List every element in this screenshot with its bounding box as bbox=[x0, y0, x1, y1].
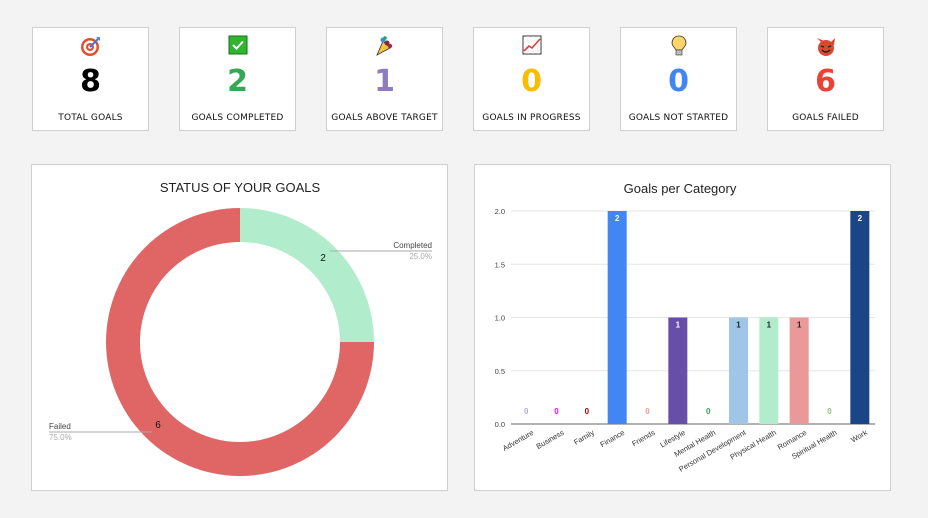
stat-label: TOTAL GOALS bbox=[58, 113, 123, 123]
status-chart-panel: STATUS OF YOUR GOALS 2 6 Completed 25.0%… bbox=[31, 164, 448, 491]
stat-card-goals-not-started: 0 GOALS NOT STARTED bbox=[620, 27, 737, 131]
bar-value-label: 2 bbox=[615, 214, 620, 223]
completed-legend-pct: 25.0% bbox=[409, 252, 432, 261]
y-tick-label: 2.0 bbox=[495, 207, 505, 216]
x-tick-label: Adventure bbox=[501, 428, 535, 453]
completed-value: 2 bbox=[320, 253, 326, 264]
completed-slice[interactable] bbox=[240, 208, 374, 342]
stat-value: 0 bbox=[668, 64, 689, 99]
bar-work[interactable] bbox=[850, 211, 870, 424]
x-tick-label: Work bbox=[849, 428, 869, 445]
target-icon bbox=[33, 35, 148, 57]
stat-value: 0 bbox=[521, 64, 542, 99]
bar-lifestyle[interactable] bbox=[668, 317, 688, 425]
light-bulb-icon bbox=[621, 35, 736, 57]
stat-card-goals-above-target: 1 GOALS ABOVE TARGET bbox=[326, 27, 443, 131]
stat-card-goals-in-progress: 0 GOALS IN PROGRESS bbox=[473, 27, 590, 131]
bar-value-label: 1 bbox=[676, 321, 681, 330]
stat-value: 6 bbox=[815, 64, 836, 99]
y-tick-label: 1.0 bbox=[495, 314, 505, 323]
stat-label: GOALS ABOVE TARGET bbox=[331, 113, 438, 123]
bar-value-label: 0 bbox=[524, 407, 529, 416]
bar-value-label: 0 bbox=[554, 407, 559, 416]
category-chart-title: Goals per Category bbox=[624, 181, 737, 196]
bar-romance[interactable] bbox=[789, 317, 809, 425]
bar-physical-health[interactable] bbox=[759, 317, 779, 425]
category-chart-panel: Goals per Category 0.0 0.5 1.0 1.5 2.0 0 Adven… bbox=[474, 164, 891, 491]
bar-value-label: 1 bbox=[736, 321, 741, 330]
x-tick-label: Family bbox=[572, 428, 596, 447]
bar-finance[interactable] bbox=[607, 211, 627, 424]
check-mark-icon bbox=[180, 35, 295, 57]
bar-value-label: 0 bbox=[706, 407, 711, 416]
stat-card-goals-failed: 6 GOALS FAILED bbox=[767, 27, 884, 131]
stat-label: GOALS NOT STARTED bbox=[628, 113, 729, 123]
y-tick-label: 1.5 bbox=[495, 260, 505, 269]
y-tick-label: 0.0 bbox=[495, 420, 505, 429]
party-popper-icon bbox=[327, 35, 442, 57]
bar-value-label: 0 bbox=[827, 407, 832, 416]
status-donut-chart: STATUS OF YOUR GOALS 2 6 Completed 25.0%… bbox=[49, 180, 432, 476]
chart-increasing-icon bbox=[474, 35, 589, 57]
stat-card-total-goals: 8 TOTAL GOALS bbox=[32, 27, 149, 131]
bar-value-label: 1 bbox=[767, 321, 772, 330]
stat-value: 1 bbox=[374, 64, 395, 99]
stat-label: GOALS FAILED bbox=[792, 113, 859, 123]
x-tick-label: Friends bbox=[630, 428, 656, 448]
stat-label: GOALS COMPLETED bbox=[191, 113, 284, 123]
y-tick-label: 0.5 bbox=[495, 367, 505, 376]
completed-legend-label: Completed bbox=[393, 241, 432, 250]
failed-legend-pct: 75.0% bbox=[49, 433, 72, 442]
x-tick-label: Business bbox=[535, 428, 566, 451]
status-chart-title: STATUS OF YOUR GOALS bbox=[160, 180, 321, 195]
bar-value-label: 2 bbox=[858, 214, 863, 223]
stat-value: 2 bbox=[227, 64, 248, 99]
x-tick-label: Finance bbox=[599, 428, 627, 449]
bar-value-label: 1 bbox=[797, 321, 802, 330]
stat-label: GOALS IN PROGRESS bbox=[482, 113, 581, 123]
bar-personal-development[interactable] bbox=[729, 317, 748, 425]
devil-face-icon bbox=[768, 35, 883, 57]
category-bar-chart: Goals per Category 0.0 0.5 1.0 1.5 2.0 0 Adven… bbox=[495, 181, 875, 474]
failed-legend-label: Failed bbox=[49, 422, 71, 431]
bar-value-label: 0 bbox=[645, 407, 650, 416]
bar-value-label: 0 bbox=[585, 407, 590, 416]
stat-value: 8 bbox=[80, 64, 101, 99]
failed-value: 6 bbox=[155, 420, 161, 431]
stat-card-goals-completed: 2 GOALS COMPLETED bbox=[179, 27, 296, 131]
